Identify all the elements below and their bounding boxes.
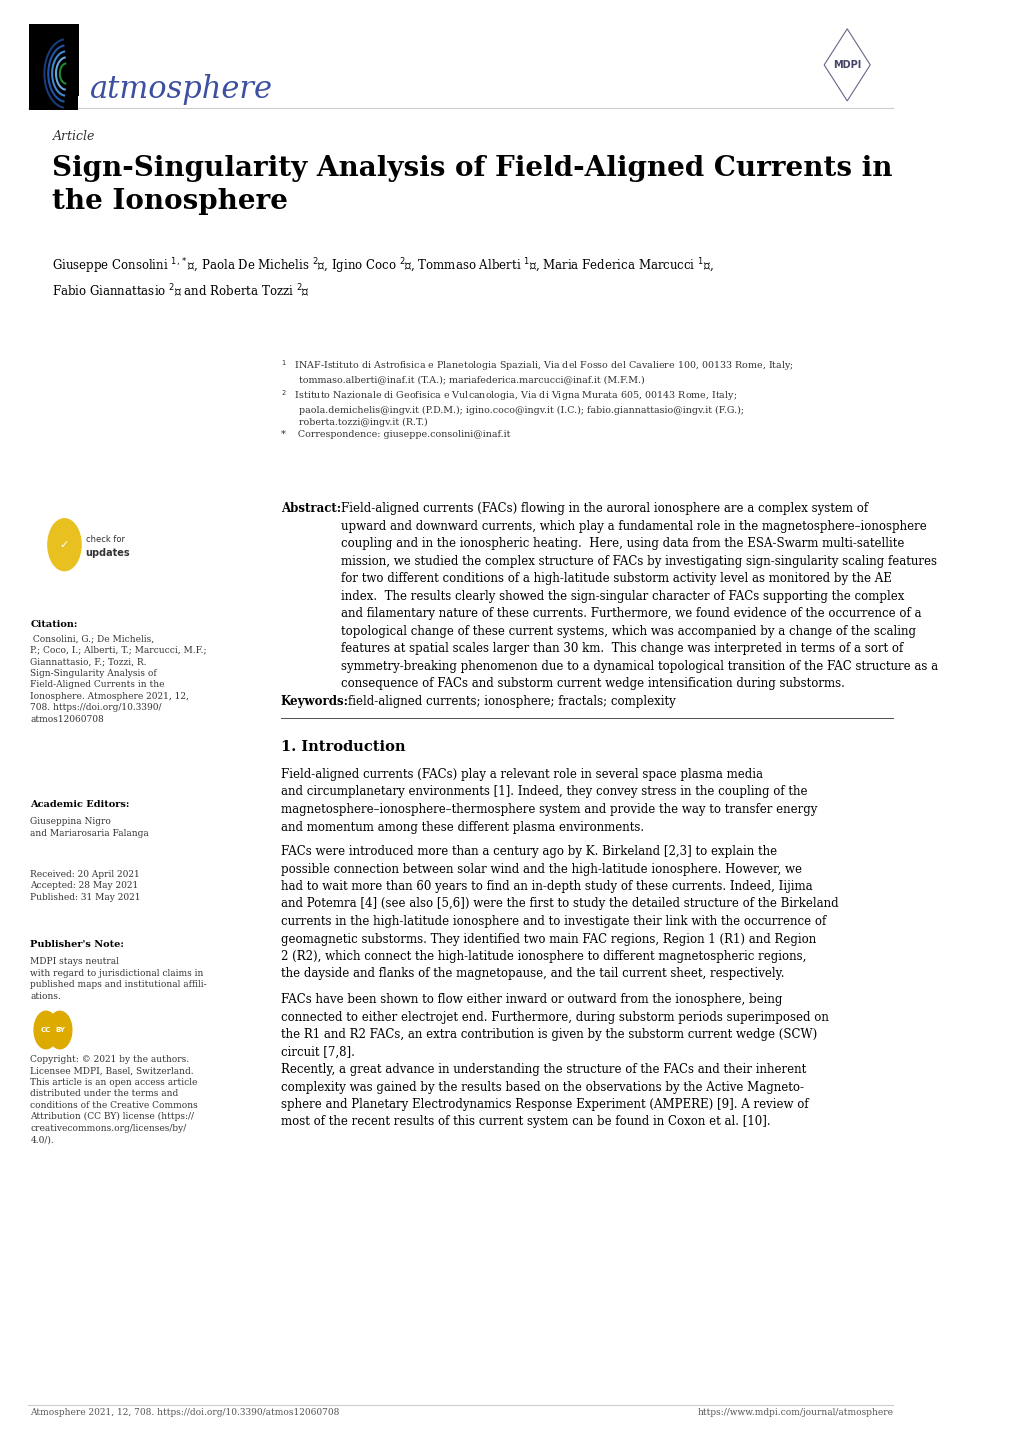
Text: Received: 20 April 2021
Accepted: 28 May 2021
Published: 31 May 2021: Received: 20 April 2021 Accepted: 28 May… bbox=[31, 870, 141, 901]
Text: Recently, a great advance in understanding the structure of the FACs and their i: Recently, a great advance in understandi… bbox=[280, 1063, 808, 1129]
Text: updates: updates bbox=[86, 548, 130, 558]
Circle shape bbox=[48, 1011, 71, 1048]
Text: Abstract:: Abstract: bbox=[280, 502, 340, 515]
Text: atmosphere: atmosphere bbox=[90, 74, 273, 104]
Text: Sign-Singularity Analysis of Field-Aligned Currents in
the Ionosphere: Sign-Singularity Analysis of Field-Align… bbox=[52, 154, 892, 215]
Text: Consolini, G.; De Michelis,
P.; Coco, I.; Alberti, T.; Marcucci, M.F.;
Giannatta: Consolini, G.; De Michelis, P.; Coco, I.… bbox=[31, 634, 207, 724]
Text: ✓: ✓ bbox=[60, 539, 69, 549]
Text: MDPI stays neutral
with regard to jurisdictional claims in
published maps and in: MDPI stays neutral with regard to jurisd… bbox=[31, 957, 207, 1001]
Text: 1. Introduction: 1. Introduction bbox=[280, 740, 405, 754]
Bar bbox=[29, 37, 78, 110]
Text: check for: check for bbox=[86, 535, 124, 544]
Text: BY: BY bbox=[55, 1027, 65, 1032]
Text: MDPI: MDPI bbox=[833, 61, 860, 69]
Text: Atmosphere 2021, 12, 708. https://doi.org/10.3390/atmos12060708: Atmosphere 2021, 12, 708. https://doi.or… bbox=[31, 1407, 339, 1417]
Text: FACs have been shown to flow either inward or outward from the ionosphere, being: FACs have been shown to flow either inwa… bbox=[280, 994, 827, 1058]
Text: Field-aligned currents (FACs) flowing in the auroral ionosphere are a complex sy: Field-aligned currents (FACs) flowing in… bbox=[340, 502, 936, 691]
Text: $^{1}$   INAF-Istituto di Astrofisica e Planetologia Spaziali, Via del Fosso del: $^{1}$ INAF-Istituto di Astrofisica e Pl… bbox=[280, 358, 793, 438]
Text: CC: CC bbox=[41, 1027, 51, 1032]
Text: Copyright: © 2021 by the authors.
Licensee MDPI, Basel, Switzerland.
This articl: Copyright: © 2021 by the authors. Licens… bbox=[31, 1056, 198, 1145]
Text: Article: Article bbox=[52, 130, 95, 143]
Text: Giuseppe Consolini $^{1,*}$⁩, Paola De Michelis $^{2}$⁩, Igino Coco $^{2}$⁩, Tom: Giuseppe Consolini $^{1,*}$⁩, Paola De M… bbox=[52, 257, 713, 300]
Text: field-aligned currents; ionosphere; fractals; complexity: field-aligned currents; ionosphere; frac… bbox=[347, 695, 676, 708]
Circle shape bbox=[34, 1011, 58, 1048]
Text: Keywords:: Keywords: bbox=[280, 695, 348, 708]
Bar bbox=[29, 25, 78, 97]
Text: Field-aligned currents (FACs) play a relevant role in several space plasma media: Field-aligned currents (FACs) play a rel… bbox=[280, 769, 816, 833]
Text: Citation:: Citation: bbox=[31, 620, 77, 629]
Text: https://www.mdpi.com/journal/atmosphere: https://www.mdpi.com/journal/atmosphere bbox=[697, 1407, 893, 1417]
Circle shape bbox=[48, 519, 81, 571]
Text: FACs were introduced more than a century ago by K. Birkeland [2,3] to explain th: FACs were introduced more than a century… bbox=[280, 845, 838, 981]
Text: Academic Editors:: Academic Editors: bbox=[31, 800, 129, 809]
Text: Publisher's Note:: Publisher's Note: bbox=[31, 940, 124, 949]
Text: Giuseppina Nigro
and Mariarosaria Falanga: Giuseppina Nigro and Mariarosaria Falang… bbox=[31, 818, 149, 838]
